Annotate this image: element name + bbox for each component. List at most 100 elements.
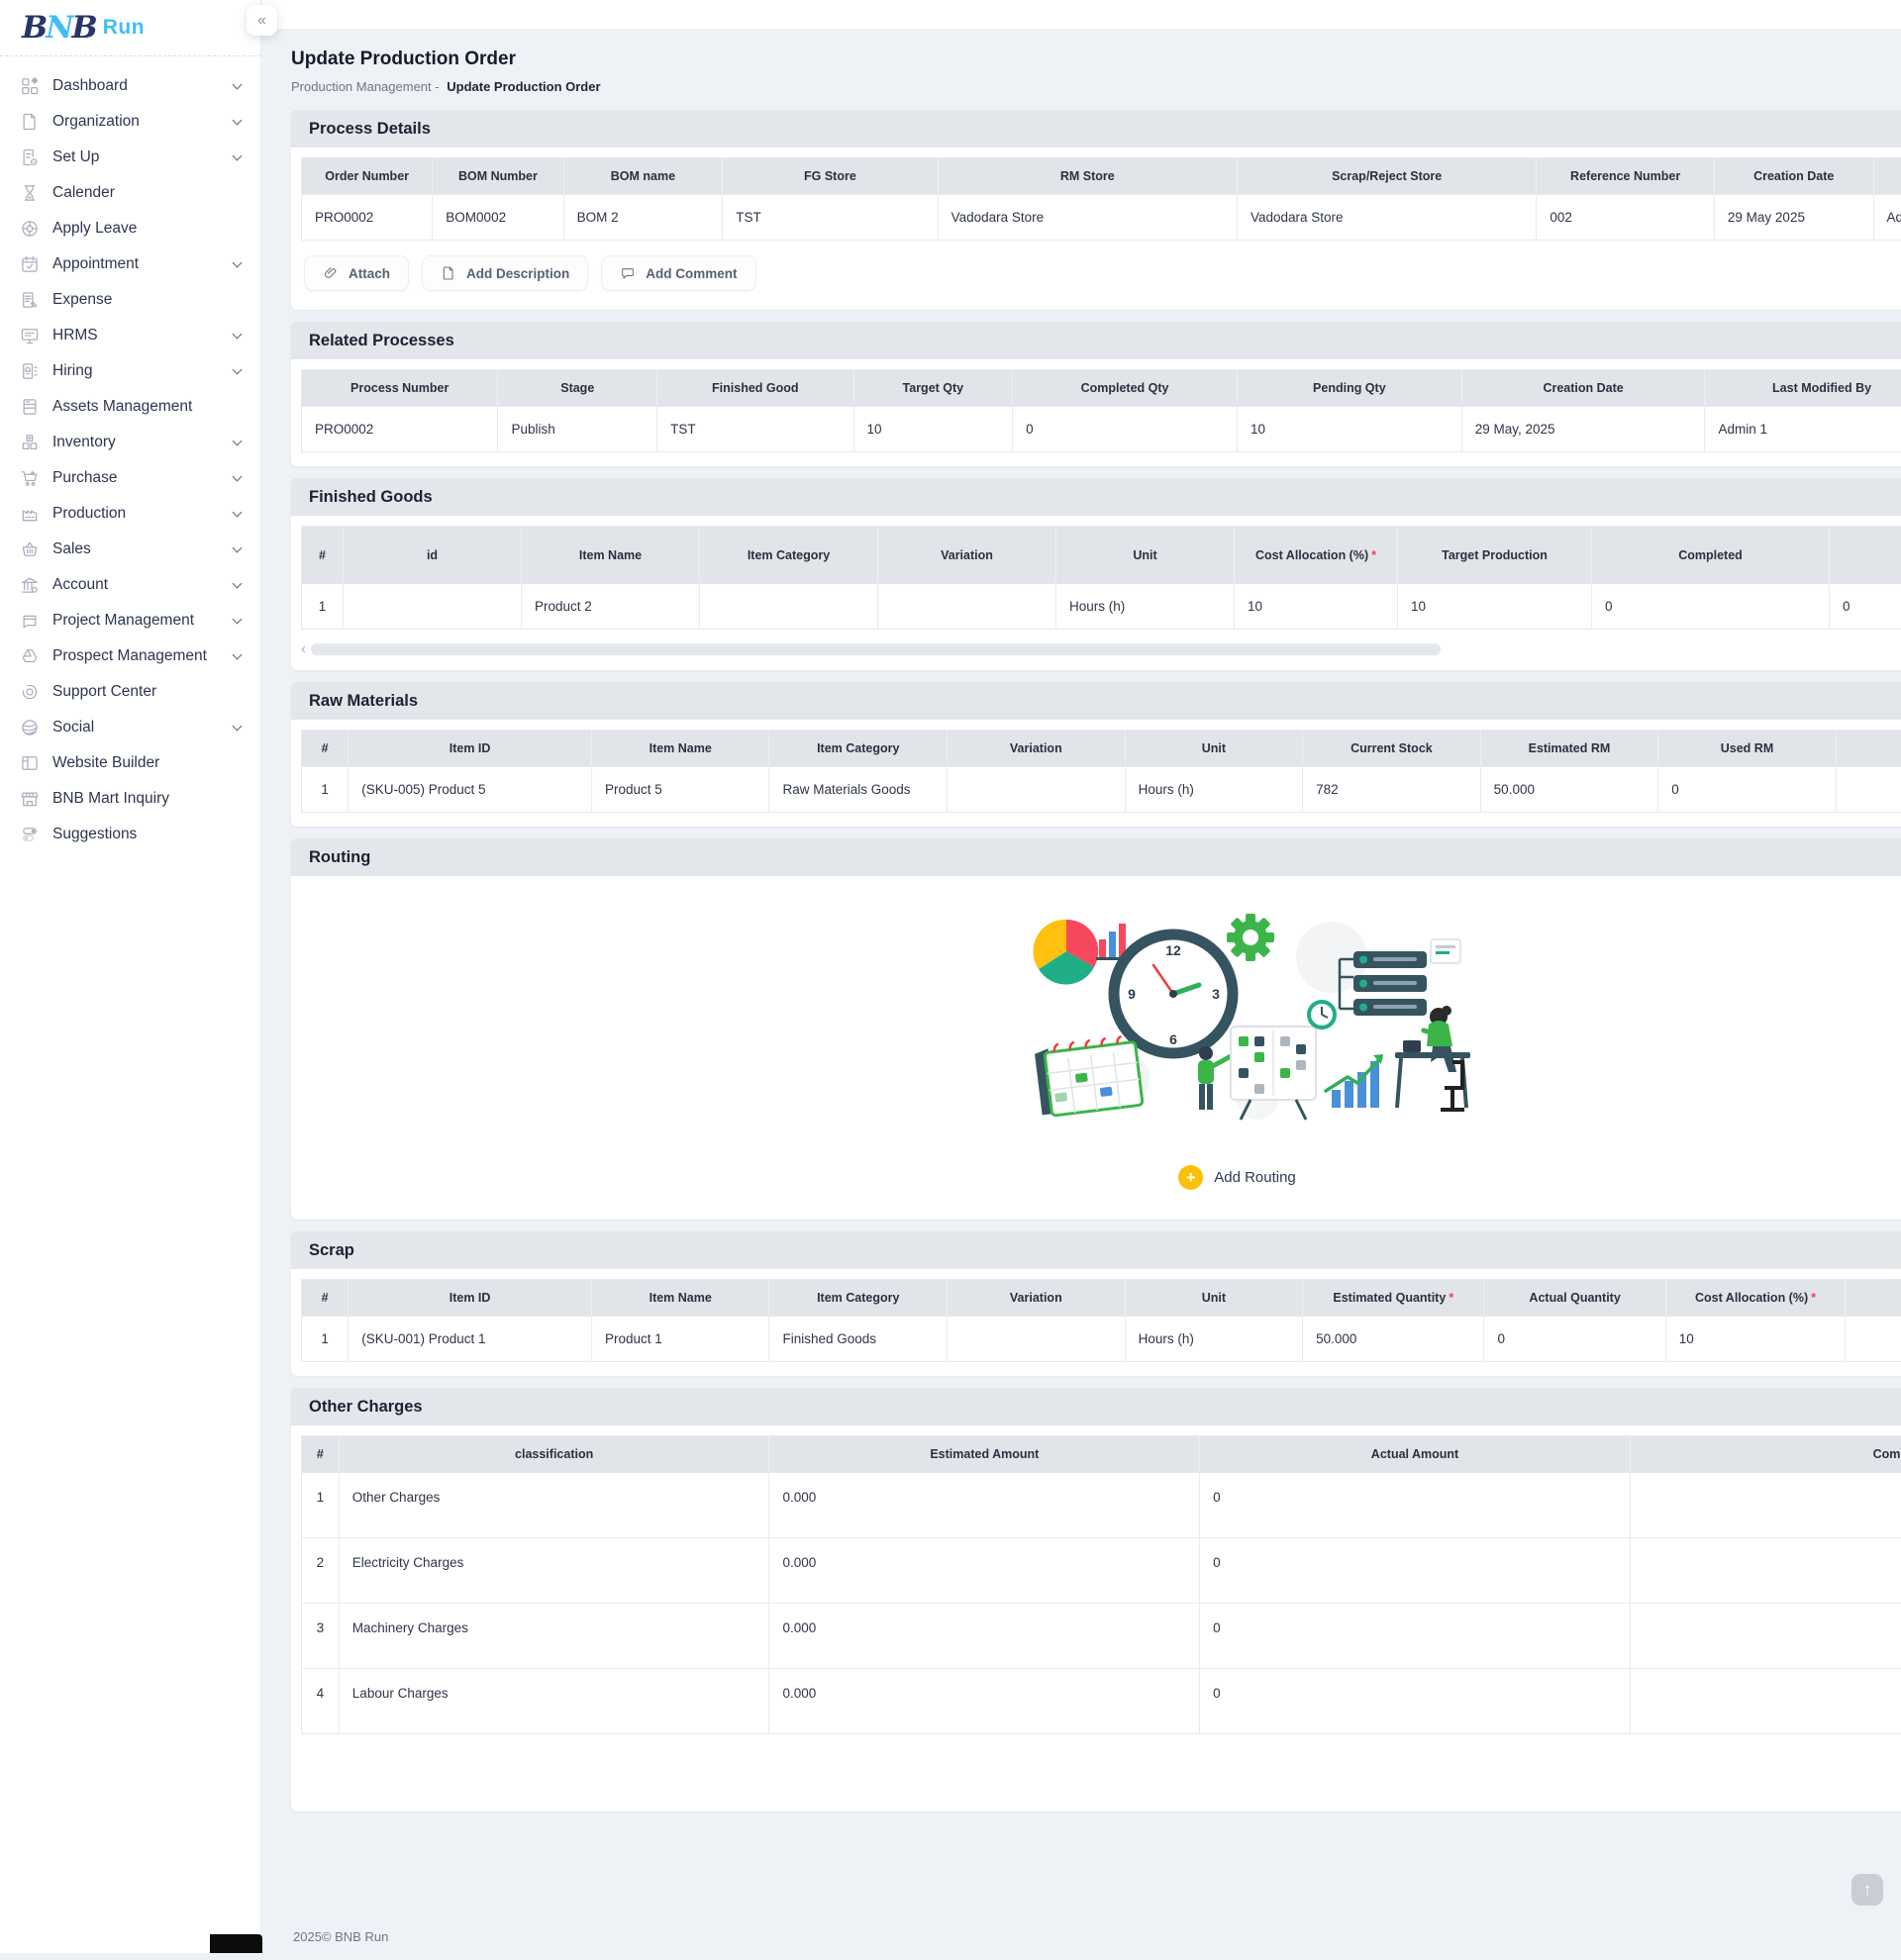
column-header: Item Name xyxy=(591,1280,769,1317)
bank-icon xyxy=(20,575,40,595)
cell-actual-amount: 0 xyxy=(1200,1669,1631,1734)
cell-estimated-amount[interactable]: 0.000 xyxy=(769,1669,1200,1734)
app-logo[interactable]: BNBBNB Run xyxy=(0,0,260,56)
column-header: BOM Number xyxy=(433,158,563,195)
table-row: 1 Product 2 Hours (h) 10 10 0 0 0 xyxy=(302,584,1901,630)
sidebar-item-set-up[interactable]: Set Up xyxy=(16,140,245,175)
sidebar-item-label: Assets Management xyxy=(52,398,192,416)
scroll-to-top-button[interactable]: ↑ xyxy=(1851,1874,1883,1906)
cell-estimated-rm[interactable]: 50.000 xyxy=(1480,767,1658,813)
column-header: Variation xyxy=(948,1280,1126,1317)
cell-comment[interactable] xyxy=(1630,1473,1901,1538)
add-description-button[interactable]: Add Description xyxy=(422,255,588,291)
cell-scrap-store[interactable]: Vadodara Store xyxy=(1237,195,1536,241)
cell-pending-qty: 10 xyxy=(1237,407,1461,452)
add-routing-button[interactable]: + Add Routing xyxy=(1178,1165,1296,1190)
related-processes-card: Related Processes Process Number Stage F… xyxy=(291,322,1901,466)
sidebar-item-production[interactable]: Production xyxy=(16,496,245,532)
sidebar-item-calender[interactable]: Calender xyxy=(16,175,245,211)
chevron-down-icon xyxy=(233,472,243,482)
sidebar-item-social[interactable]: Social xyxy=(16,710,245,745)
copyright-footer: 2025© BNB Run xyxy=(293,1929,1901,1944)
cell-unit[interactable]: Hours (h) xyxy=(1056,584,1235,630)
svg-text:9: 9 xyxy=(1128,986,1136,1002)
cell-comment[interactable] xyxy=(1836,767,1901,813)
cell-item-id[interactable]: (SKU-001) Product 1 xyxy=(349,1317,592,1362)
scrap-card: Scrap Edit # Item ID Item Name Item Cate… xyxy=(291,1231,1901,1376)
column-header: Order Number xyxy=(302,158,433,195)
sidebar-item-label: Inventory xyxy=(52,434,116,451)
cell-index: 1 xyxy=(302,1473,340,1538)
cell-created-by: Admin 1 xyxy=(1873,195,1901,241)
required-mark: * xyxy=(1371,548,1376,562)
sidebar-item-hiring[interactable]: Hiring xyxy=(16,353,245,389)
scroll-left-icon[interactable]: ‹ xyxy=(301,641,306,656)
cell-estimated-amount[interactable]: 0.000 xyxy=(769,1538,1200,1604)
sidebar-item-expense[interactable]: Expense xyxy=(16,282,245,318)
sidebar-item-apply-leave[interactable]: Apply Leave xyxy=(16,211,245,246)
cell-estimated-amount[interactable]: 0.000 xyxy=(769,1473,1200,1538)
sidebar-item-label: Production xyxy=(52,505,126,523)
cell-comment[interactable] xyxy=(1630,1538,1901,1604)
sidebar-item-hrms[interactable]: HRMS xyxy=(16,318,245,353)
sidebar-item-sales[interactable]: Sales xyxy=(16,532,245,567)
logo-run-text: Run xyxy=(103,16,145,40)
sidebar-item-assets-management[interactable]: Assets Management xyxy=(16,389,245,425)
cell-estimated-quantity[interactable]: 50.000 xyxy=(1303,1317,1484,1362)
finished-goods-table: # id Item Name Item Category Variation U… xyxy=(301,526,1901,630)
sidebar-item-appointment[interactable]: Appointment xyxy=(16,246,245,282)
cell-item-id[interactable]: (SKU-005) Product 5 xyxy=(349,767,592,813)
column-header: Completed xyxy=(1592,527,1830,584)
column-header: # xyxy=(302,1436,340,1473)
sidebar-item-inventory[interactable]: Inventory xyxy=(16,425,245,460)
cell-fg-store[interactable]: TST xyxy=(723,195,938,241)
dashboard-icon xyxy=(20,76,40,96)
support-ring-icon xyxy=(20,682,40,702)
paperclip-icon xyxy=(323,265,339,281)
cell-item-name: Product 2 xyxy=(522,584,700,630)
cell-comment[interactable] xyxy=(1846,1317,1901,1362)
add-comment-button[interactable]: Add Comment xyxy=(601,255,755,291)
sidebar-item-label: Appointment xyxy=(52,255,139,273)
column-header: BOM name xyxy=(563,158,723,195)
sidebar-item-bnb-mart-inquiry[interactable]: BNB Mart Inquiry xyxy=(16,781,245,817)
scrollbar-thumb[interactable] xyxy=(311,643,1441,655)
related-processes-table: Process Number Stage Finished Good Targe… xyxy=(301,369,1901,452)
cell-target-production[interactable]: 10 xyxy=(1398,584,1592,630)
cell-estimated-amount[interactable]: 0.000 xyxy=(769,1604,1200,1669)
section-title: Process Details xyxy=(309,120,431,139)
scrollbar-track[interactable] xyxy=(311,643,1901,655)
breadcrumb-parent[interactable]: Production Management xyxy=(291,79,432,94)
sidebar-item-support-center[interactable]: Support Center xyxy=(16,674,245,710)
sidebar-item-dashboard[interactable]: Dashboard xyxy=(16,68,245,104)
cell-comment[interactable] xyxy=(1630,1604,1901,1669)
sidebar-item-prospect-management[interactable]: Prospect Management xyxy=(16,638,245,674)
sidebar-item-organization[interactable]: Organization xyxy=(16,104,245,140)
column-header: Comment xyxy=(1630,1436,1901,1473)
other-charges-header: Other Charges Edit xyxy=(291,1388,1901,1425)
cell-rm-store[interactable]: Vadodara Store xyxy=(938,195,1237,241)
cell-classification: Electricity Charges xyxy=(339,1538,769,1604)
sidebar-collapse-button[interactable]: « xyxy=(247,5,277,36)
sidebar-item-purchase[interactable]: Purchase xyxy=(16,460,245,496)
sidebar-item-website-builder[interactable]: Website Builder xyxy=(16,745,245,781)
other-charges-card: Other Charges Edit # classification Esti… xyxy=(291,1388,1901,1812)
cell-comment[interactable] xyxy=(1630,1669,1901,1734)
cell-index: 1 xyxy=(302,584,344,630)
section-title: Finished Goods xyxy=(309,488,433,507)
sidebar-item-project-management[interactable]: Project Management xyxy=(16,603,245,638)
sidebar-item-account[interactable]: Account xyxy=(16,567,245,603)
attach-button[interactable]: Attach xyxy=(304,255,409,291)
column-header: Last Modified By xyxy=(1705,370,1901,407)
finished-goods-card: Finished Goods Edit # id Item Nam xyxy=(291,478,1901,670)
section-title: Raw Materials xyxy=(309,692,418,711)
cell-cost-allocation[interactable]: 10 xyxy=(1235,584,1398,630)
chevron-down-icon xyxy=(233,258,243,268)
sidebar-item-suggestions[interactable]: Suggestions xyxy=(16,817,245,852)
cell-cost-allocation[interactable]: 10 xyxy=(1665,1317,1845,1362)
sidebar-menu: Dashboard Organization Set Up Calender A… xyxy=(0,68,260,852)
page-content: Update Production Order Production Manag… xyxy=(261,29,1901,1960)
cell-actual-amount: 0 xyxy=(1200,1473,1631,1538)
receipt-icon xyxy=(20,290,40,310)
header-row: # classification Estimated Amount Actual… xyxy=(302,1436,1901,1473)
